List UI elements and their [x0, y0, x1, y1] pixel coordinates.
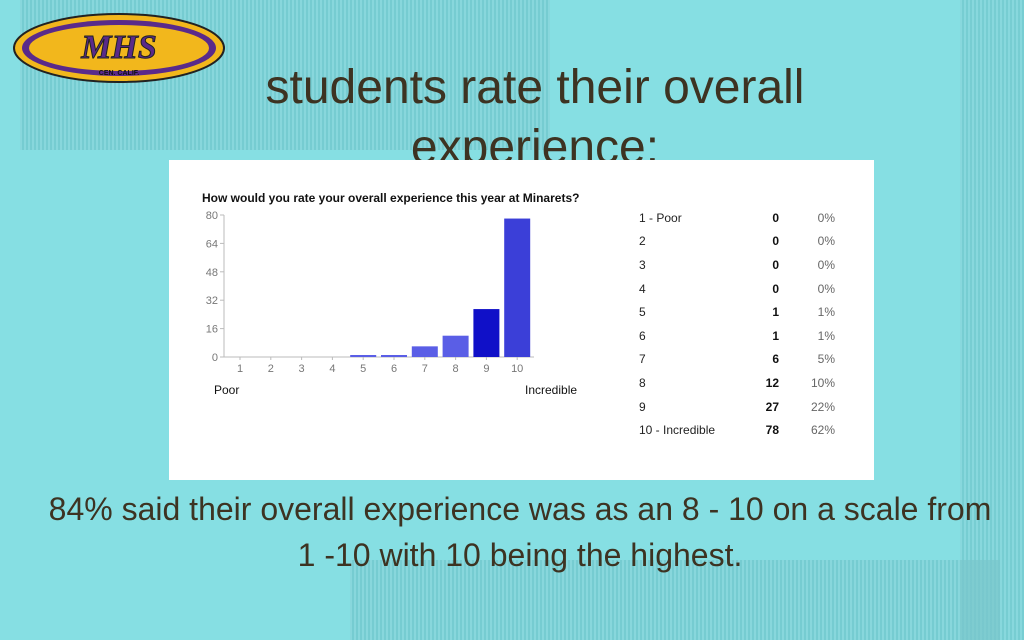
rating-label: 7: [639, 352, 646, 367]
rating-percent: 1%: [817, 328, 835, 343]
rating-label: 9: [639, 399, 646, 414]
rating-percent: 5%: [817, 352, 835, 367]
table-row: 9 27 22%: [639, 395, 835, 419]
chart-panel: How would you rate your overall experien…: [169, 160, 874, 480]
y-tick-label: 80: [206, 210, 218, 222]
rating-label: 2: [639, 234, 646, 249]
table-row: 2 0 0%: [639, 230, 835, 254]
x-tick-label: 8: [453, 363, 459, 375]
table-row: 5 1 1%: [639, 300, 835, 324]
rating-percent: 0%: [817, 281, 835, 296]
rating-percent: 0%: [817, 210, 835, 225]
rating-count: 1: [772, 305, 779, 320]
bar: [504, 218, 531, 357]
x-high-label: Incredible: [525, 383, 577, 397]
x-low-label: Poor: [214, 383, 239, 397]
x-tick-label: 6: [391, 363, 397, 375]
rating-label: 8: [639, 375, 646, 390]
y-tick-label: 48: [206, 267, 218, 279]
table-row: 8 12 10%: [639, 371, 835, 395]
rating-label: 10 - Incredible: [639, 423, 716, 438]
bar: [442, 335, 469, 357]
rating-percent: 0%: [817, 257, 835, 272]
x-tick-label: 5: [360, 363, 366, 375]
rating-label: 4: [639, 281, 646, 296]
bar: [411, 346, 438, 357]
y-tick-label: 64: [206, 238, 218, 250]
x-tick-label: 10: [511, 363, 523, 375]
y-tick-label: 16: [206, 324, 218, 336]
rating-label: 3: [639, 257, 646, 272]
bar: [473, 309, 500, 357]
table-row: 3 0 0%: [639, 253, 835, 277]
table-row: 1 - Poor 0 0%: [639, 206, 835, 230]
rating-count: 0: [772, 257, 779, 272]
y-tick-label: 0: [212, 352, 218, 364]
x-tick-label: 4: [329, 363, 335, 375]
rating-percent: 22%: [810, 399, 835, 414]
rating-percent: 62%: [810, 423, 835, 438]
rating-label: 1 - Poor: [639, 210, 682, 225]
rating-count: 6: [772, 352, 779, 367]
logo-subtext: CEN. CALIF.: [99, 70, 140, 77]
rating-label: 6: [639, 328, 646, 343]
slide-title: students rate their overall experience:: [265, 61, 805, 160]
table-row: 4 0 0%: [639, 277, 835, 301]
results-table: 1 - Poor 0 0% 2 0 0% 3 0 0% 4 0 0% 5 1 1% 6 1 1% 7 6 5% 8 12 10…: [639, 206, 835, 442]
table-row: 10 - Incredible 78 62%: [639, 418, 835, 442]
summary-text: 84% said their overall experience was as…: [48, 491, 992, 573]
chart-question: How would you rate your overall experien…: [202, 191, 580, 205]
rating-label: 5: [639, 305, 646, 320]
rating-percent: 0%: [817, 234, 835, 249]
rating-percent: 10%: [810, 375, 835, 390]
logo-text: MHS: [80, 29, 157, 66]
rating-count: 0: [772, 281, 779, 296]
table-row: 7 6 5%: [639, 348, 835, 372]
rating-count: 78: [765, 423, 779, 438]
rating-count: 1: [772, 328, 779, 343]
rating-count: 27: [765, 399, 779, 414]
x-tick-label: 7: [422, 363, 428, 375]
bar: [381, 355, 407, 357]
y-tick-label: 32: [206, 295, 218, 307]
x-tick-label: 1: [237, 363, 243, 375]
table-row: 6 1 1%: [639, 324, 835, 348]
bar: [350, 355, 377, 357]
rating-count: 0: [772, 210, 779, 225]
mhs-logo: MHS CEN. CALIF.: [13, 13, 225, 83]
x-tick-label: 3: [299, 363, 305, 375]
rating-count: 12: [765, 375, 779, 390]
rating-percent: 1%: [817, 305, 835, 320]
bar-chart: 0 16 32 48 64 80 1 2 3 4 5 6 7 8 9 10 Poor Incredible: [206, 210, 578, 397]
x-tick-label: 2: [268, 363, 274, 375]
rating-count: 0: [772, 234, 779, 249]
x-tick-label: 9: [483, 363, 489, 375]
